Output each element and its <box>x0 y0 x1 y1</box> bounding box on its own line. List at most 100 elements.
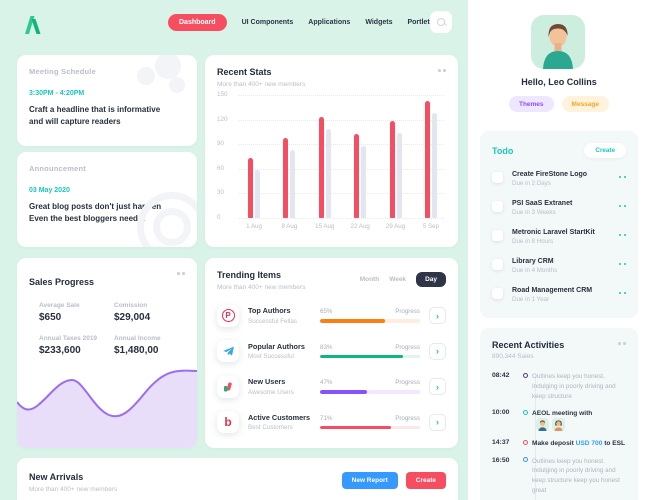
timeline-item: 08:42 Outlines keep you honest. Indulgin… <box>492 372 626 401</box>
timeline-time: 16:50 <box>492 456 510 464</box>
user-avatar[interactable] <box>531 15 585 69</box>
more-menu-icon[interactable] <box>618 342 626 345</box>
todo-checkbox[interactable] <box>492 287 503 299</box>
bar-group: 8 Aug <box>276 95 302 230</box>
arrow-button[interactable]: › <box>429 413 446 431</box>
stat-value: $29,004 <box>114 312 151 323</box>
recent-stats-chart: 150 120 90 60 30 0 1 Aug 8 Aug 15 Aug 22 Aug 29 A… <box>217 91 446 247</box>
progress-label: Progress <box>395 343 420 351</box>
bar-group: 5 Sep <box>418 95 444 230</box>
themes-button[interactable]: Themes <box>508 96 554 112</box>
more-menu-icon[interactable] <box>438 69 446 72</box>
bar <box>248 158 253 218</box>
stat-comission: Comission $29,004 <box>114 302 185 323</box>
stat-value: $233,600 <box>39 345 81 356</box>
activities-timeline: 08:42 Outlines keep you honest. Indulgin… <box>492 372 626 500</box>
timeline-marker-icon <box>522 457 528 463</box>
todo-item-menu-icon[interactable] <box>618 204 626 207</box>
timeline-text: Outlines keep you honest. Indulging in p… <box>532 457 620 494</box>
timeline-time: 08:42 <box>492 372 510 379</box>
todo-item: Road Management CRM Due in 1 Year <box>492 287 626 303</box>
progress-bar <box>320 390 420 394</box>
todo-checkbox[interactable] <box>492 200 503 212</box>
nav-item-portlets[interactable]: Portlets <box>407 19 434 26</box>
progress-label: Progress <box>395 414 420 422</box>
todo-item-title: Metronic Laravel StartKit <box>512 228 595 236</box>
todo-checkbox[interactable] <box>492 171 503 183</box>
todo-item-title: Create FireStone Logo <box>512 170 588 178</box>
x-tick-label: 5 Sep <box>422 223 440 230</box>
progress-percent: 71% <box>320 414 333 422</box>
message-button[interactable]: Message <box>561 96 610 112</box>
progress-percent: 65% <box>320 308 333 316</box>
timeline-item: 16:50 Outlines keep you honest. Indulgin… <box>492 457 626 496</box>
bar <box>424 100 430 218</box>
timeline-text: Make deposit USD 700 to ESL <box>532 439 626 448</box>
avatar-boy-illustration <box>543 24 573 69</box>
timeline-marker-icon <box>522 372 528 378</box>
meeting-body: Craft a headline that is informative and… <box>29 104 185 128</box>
todo-item-menu-icon[interactable] <box>618 175 626 178</box>
todo-checkbox[interactable] <box>492 229 503 241</box>
bar <box>318 117 324 218</box>
timeline-text-pre: Make deposit <box>532 440 576 448</box>
new-report-button[interactable]: New Report <box>341 472 398 489</box>
more-menu-icon[interactable] <box>177 272 185 275</box>
todo-item-menu-icon[interactable] <box>618 233 626 236</box>
nav-item-dashboard[interactable]: Dashboard <box>168 14 227 31</box>
stat-label: Comission <box>114 302 148 309</box>
y-tick-label: 150 <box>217 91 228 98</box>
search-button[interactable] <box>430 11 452 33</box>
avatar-male-icon <box>536 418 549 432</box>
decor-blobs <box>135 55 197 105</box>
todo-item-menu-icon[interactable] <box>618 262 626 265</box>
tab-week[interactable]: Week <box>389 276 407 283</box>
activities-title: Recent Activities <box>492 340 565 350</box>
bar <box>325 129 331 218</box>
timeline-line <box>535 376 536 500</box>
trending-row-top-authors: P Top Authors Successful Fellas 65% Prog… <box>217 304 446 327</box>
nav-item-ui-components[interactable]: UI Components <box>241 19 294 26</box>
stat-value: $650 <box>39 312 62 323</box>
gridline <box>239 144 444 146</box>
bar <box>354 133 360 218</box>
timeline-link[interactable]: USD 700 <box>575 440 603 448</box>
y-tick-label: 120 <box>217 115 228 123</box>
progress-label: Progress <box>395 379 420 387</box>
app-logo-icon[interactable] <box>20 13 50 37</box>
meeting-time: 3:30PM - 4:20PM <box>29 90 85 97</box>
stat-annual-income: Annual Income $1,480,00 <box>114 335 185 356</box>
trending-subtitle: More than 400+ new members <box>217 284 306 291</box>
nav-item-applications[interactable]: Applications <box>308 19 351 26</box>
meeting-schedule-card: Meeting Schedule 3:30PM - 4:20PM Craft a… <box>17 55 197 146</box>
activities-subtitle: 890,344 Sales <box>492 353 534 360</box>
stat-label: Annual Income <box>114 335 161 342</box>
new-arrivals-subtitle: More than 400+ new members <box>29 486 118 493</box>
arrow-button[interactable]: › <box>429 342 446 360</box>
todo-item-title: PSI SaaS Extranet <box>512 199 573 207</box>
timeline-marker-icon <box>522 409 528 415</box>
nav-item-widgets[interactable]: Widgets <box>365 19 393 26</box>
gridline <box>239 218 444 219</box>
todo-create-button[interactable]: Create <box>584 143 626 158</box>
chart-columns: 1 Aug 8 Aug 15 Aug 22 Aug 29 Aug 5 Sep <box>241 95 444 230</box>
bebo-icon: b <box>217 411 239 433</box>
arrow-button[interactable]: › <box>429 378 446 395</box>
todo-item-menu-icon[interactable] <box>618 291 626 294</box>
stat-value: $1,480,00 <box>114 345 159 356</box>
create-button[interactable]: Create <box>405 472 446 489</box>
x-tick-label: 29 Aug <box>385 223 406 230</box>
todo-item-due: Due in 8 Hours <box>512 238 554 245</box>
announcement-date: 03 May 2020 <box>29 187 70 194</box>
tab-month[interactable]: Month <box>359 276 380 283</box>
tab-day[interactable]: Day <box>416 272 446 287</box>
todo-checkbox[interactable] <box>492 258 503 270</box>
recent-stats-title: Recent Stats <box>217 67 272 77</box>
arrow-button[interactable]: › <box>429 307 446 324</box>
stat-label: Average Sale <box>39 302 80 309</box>
meeting-body-line2: and will capture readers <box>29 117 121 126</box>
y-tick-label: 30 <box>217 189 225 197</box>
stat-average-sale: Average Sale $650 <box>39 302 110 323</box>
decor-arcs <box>137 192 197 247</box>
